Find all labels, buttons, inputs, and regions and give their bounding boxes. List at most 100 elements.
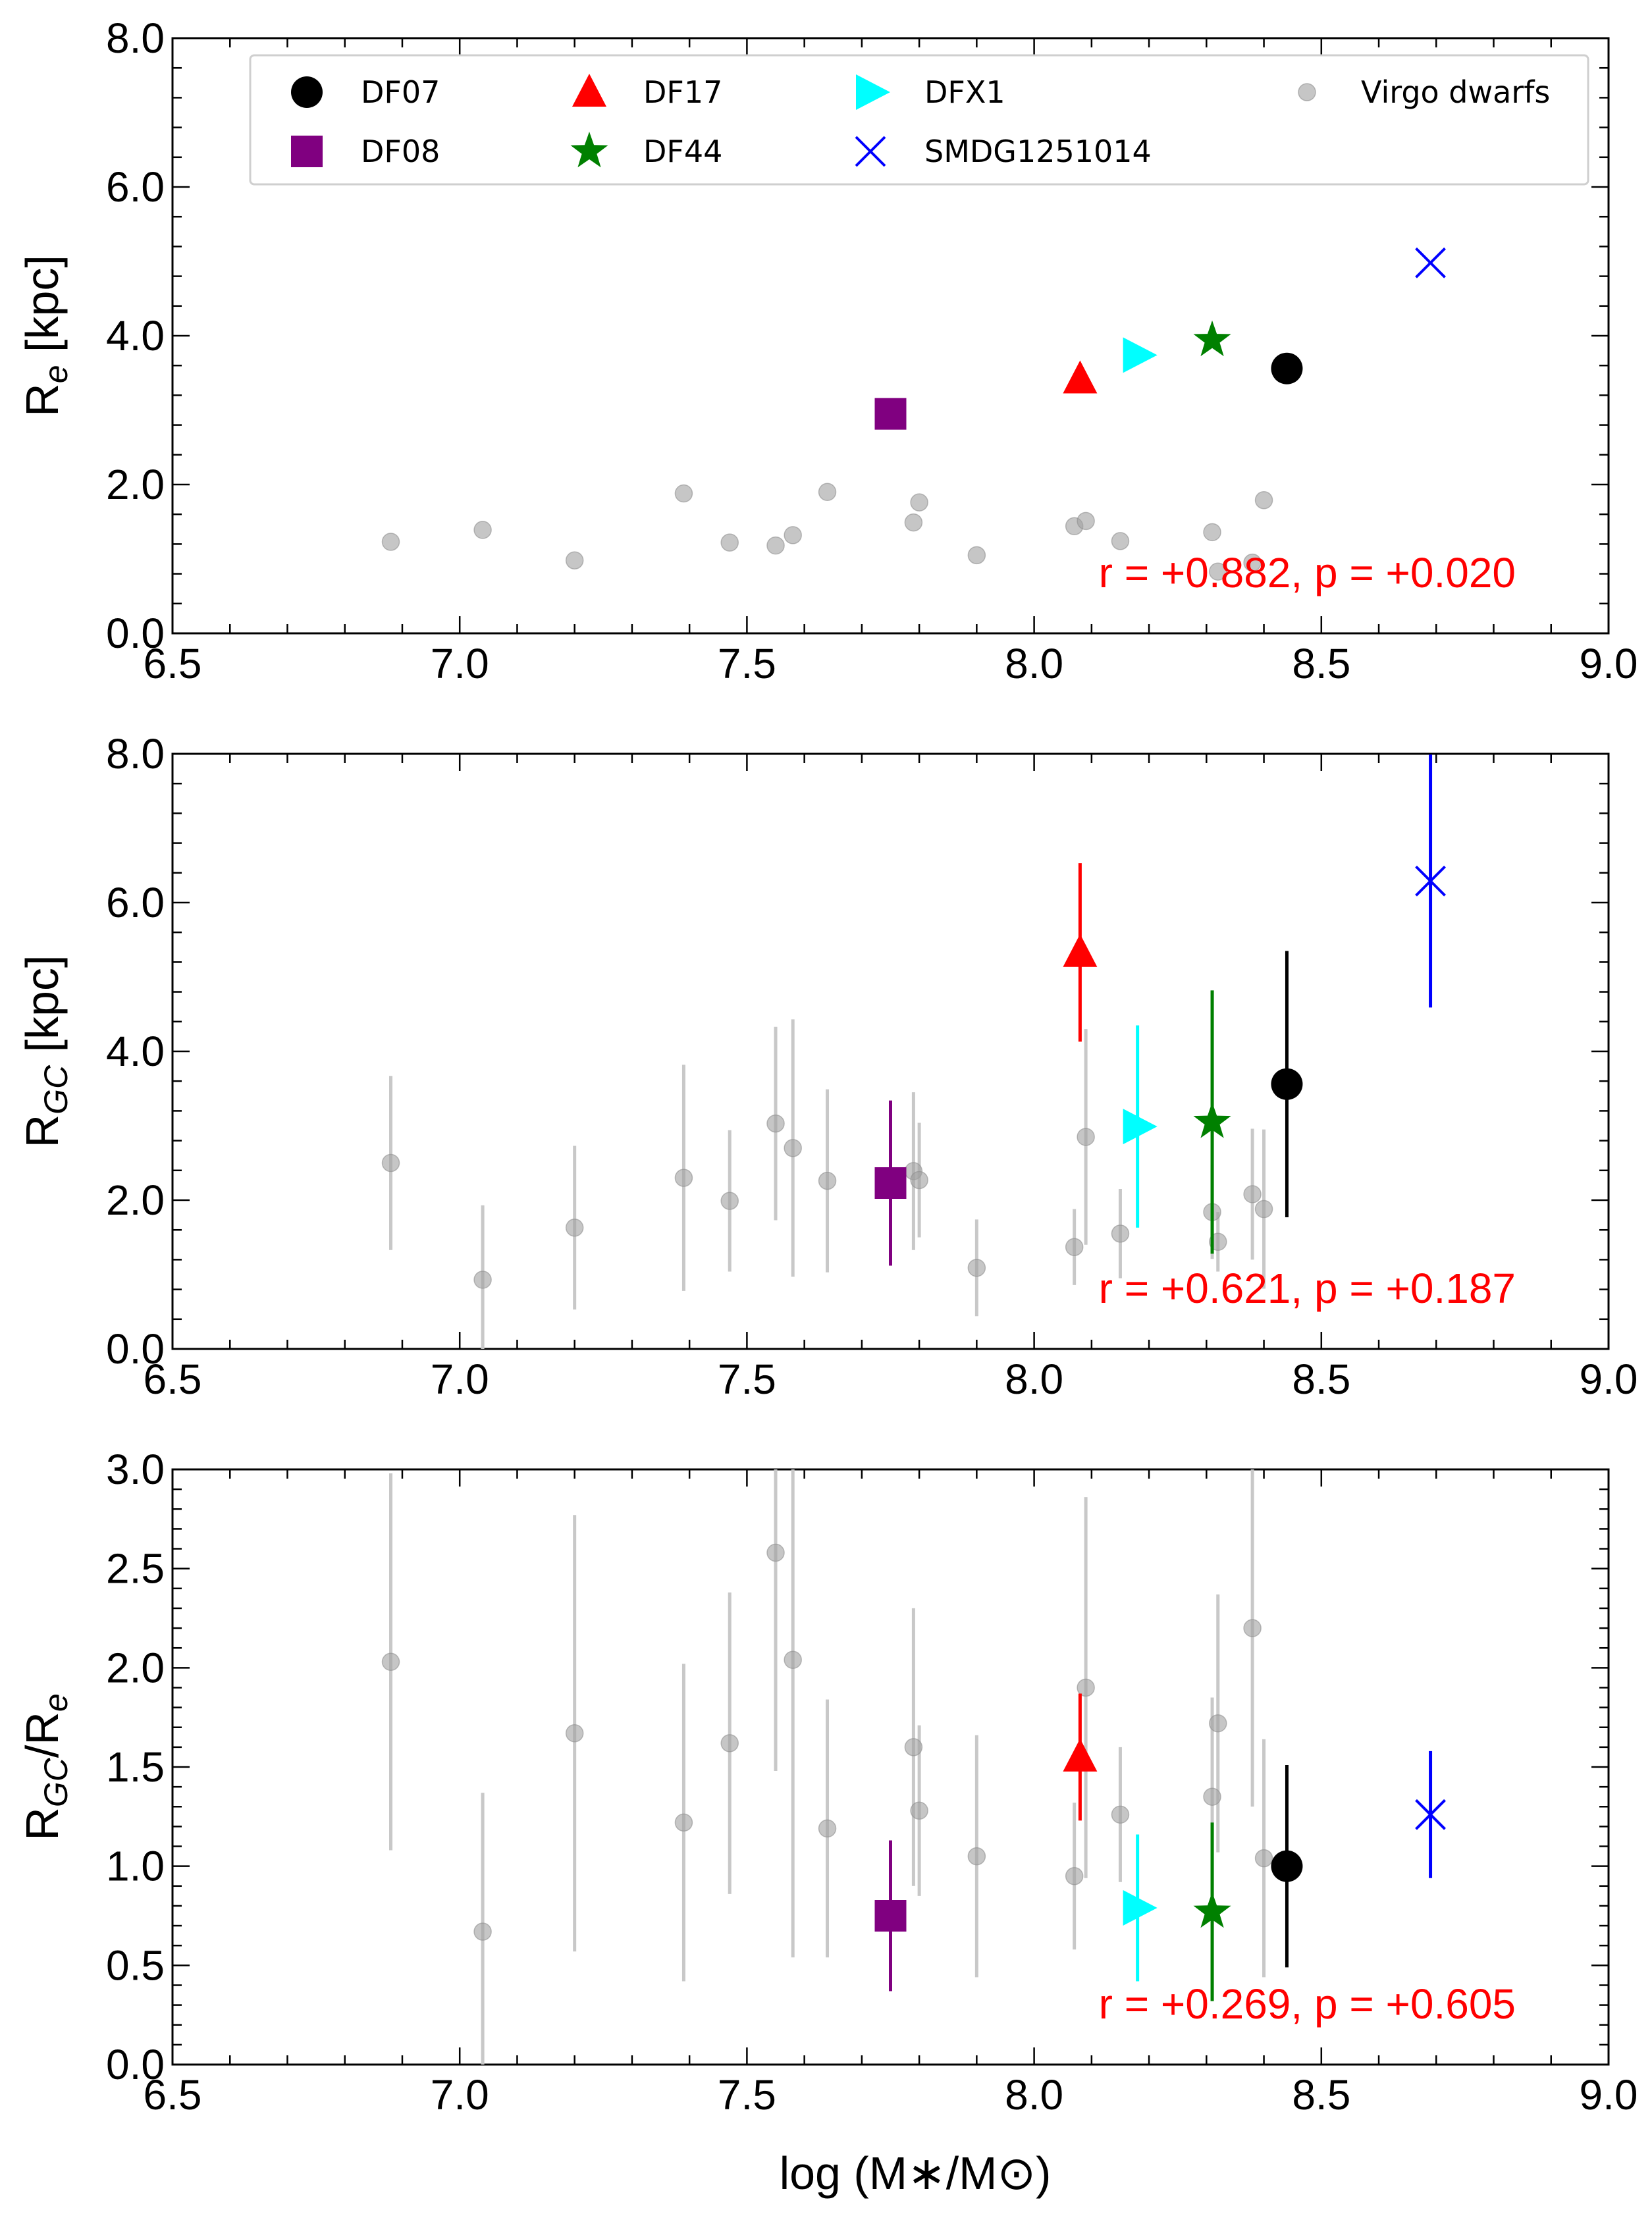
y-tick-label: 4.0 <box>106 312 165 359</box>
chart-panel1: 6.5 7.0 7.5 8.0 8.5 9.0 0.0 2.0 4.0 6.0 8.0 Re [kpc… <box>16 14 1638 687</box>
point-df08 <box>874 1167 907 1199</box>
y-tick-label: 8.0 <box>106 14 165 62</box>
virgo-point <box>910 493 928 512</box>
x-tick-label: 8.0 <box>1005 640 1063 687</box>
panels: 6.5 7.0 7.5 8.0 8.5 9.0 0.0 2.0 4.0 6.0 8.0 Re [kpc… <box>16 14 1638 2119</box>
y-tick-label: 3.0 <box>106 1446 165 1493</box>
virgo-point <box>1077 512 1095 531</box>
y-tick-label: 6.0 <box>106 879 165 926</box>
point-df07 <box>1271 1068 1303 1100</box>
legend-label-df44: DF44 <box>643 134 722 169</box>
virgo-point <box>674 484 693 503</box>
virgo-point <box>766 1114 785 1133</box>
virgo-point <box>720 1192 739 1210</box>
legend-marker-df07 <box>291 76 323 108</box>
legend-marker-df08 <box>291 136 323 167</box>
y-tick-label: 1.0 <box>106 1843 165 1890</box>
x-tick-label: 8.5 <box>1292 640 1350 687</box>
legend-marker-df17 <box>572 74 606 107</box>
x-tick-label: 9.0 <box>1580 640 1638 687</box>
x-tick-label: 6.5 <box>144 2071 202 2119</box>
virgo-point <box>766 536 785 555</box>
virgo-point <box>766 1543 785 1562</box>
virgo-point <box>1243 553 1262 572</box>
virgo-point <box>784 1650 802 1670</box>
point-df08 <box>874 398 907 430</box>
x-tick-label: 8.0 <box>1005 1356 1063 1403</box>
legend-marker-df44 <box>570 132 608 168</box>
y-tick-label: 0.0 <box>106 610 165 657</box>
virgo-point <box>720 533 739 552</box>
legend-label-smdg1251014: SMDG1251014 <box>924 134 1152 169</box>
y-axis-label-rest: [kpc] <box>16 955 68 1065</box>
legend-label-df17: DF17 <box>643 74 722 110</box>
y-axis-label: RGC/Re <box>16 1693 74 1840</box>
virgo-point <box>1209 1714 1227 1733</box>
point-smdg1251014-stroke-b <box>1415 1799 1446 1830</box>
y-axis-label-sub: GC <box>38 1757 74 1807</box>
legend-label-df07: DF07 <box>361 74 440 110</box>
virgo-point <box>473 521 492 539</box>
virgo-point <box>1254 1849 1273 1868</box>
virgo-series <box>381 483 1273 581</box>
virgo-series <box>381 1019 1273 1349</box>
y-tick-label: 2.0 <box>106 1176 165 1224</box>
virgo-point <box>381 1153 400 1173</box>
chart-panel2: 6.5 7.0 7.5 8.0 8.5 9.0 0.0 2.0 4.0 6.0 8.0 RGC [kp… <box>16 730 1638 1403</box>
y-axis-label-sub: GC <box>38 1065 74 1115</box>
point-df07 <box>1271 1850 1303 1882</box>
virgo-point <box>565 551 584 570</box>
virgo-point <box>1243 1619 1262 1637</box>
virgo-point <box>1065 1238 1084 1256</box>
virgo-point <box>565 1219 584 1237</box>
y-tick-label: 0.0 <box>106 2041 165 2088</box>
point-df17 <box>1063 360 1098 394</box>
x-tick-label: 8.0 <box>1005 2071 1063 2119</box>
point-df44 <box>1193 1892 1231 1928</box>
point-df07 <box>1271 352 1303 384</box>
y-axis-label-sub2: e <box>38 1693 74 1712</box>
virgo-point <box>784 1139 802 1157</box>
point-dfx1 <box>1123 337 1158 373</box>
point-df44 <box>1193 1102 1231 1138</box>
x-tick-label: 7.5 <box>718 2071 776 2119</box>
virgo-point <box>1203 1787 1221 1806</box>
legend: DF07 DF08 DF17 DF44 DFX1 SMDG1251014 Virgo dwa… <box>249 54 1589 186</box>
point-df44 <box>1193 320 1231 357</box>
virgo-point <box>674 1169 693 1187</box>
y-axis-label-main: R <box>16 383 68 417</box>
y-tick-label: 2.0 <box>106 1644 165 1691</box>
virgo-point <box>565 1724 584 1743</box>
point-dfx1 <box>1123 1889 1158 1926</box>
point-df08 <box>874 1900 907 1932</box>
virgo-point <box>720 1734 739 1753</box>
x-tick-label: 7.0 <box>431 640 489 687</box>
point-smdg1251014 <box>1415 247 1446 278</box>
x-axis-label: log (M∗/M⊙) <box>780 2148 1052 2199</box>
y-tick-label: 4.0 <box>106 1028 165 1075</box>
point-smdg1251014-stroke-b <box>1415 247 1446 278</box>
point-dfx1 <box>1123 1109 1158 1145</box>
virgo-point <box>381 533 400 551</box>
correlation-annotation: r = +0.621, p = +0.187 <box>1099 1265 1516 1312</box>
virgo-point <box>967 546 986 565</box>
legend-label-df08: DF08 <box>361 134 440 169</box>
virgo-point <box>1111 532 1130 550</box>
legend-marker-virgo <box>1298 83 1316 101</box>
y-tick-label: 1.5 <box>106 1743 165 1791</box>
virgo-point <box>967 1847 986 1866</box>
legend-marker-smdg1251014-stroke-b <box>855 136 886 167</box>
virgo-point <box>1209 562 1227 581</box>
virgo-series <box>381 1469 1273 2065</box>
legend-marker-smdg1251014 <box>855 136 886 167</box>
point-df17 <box>1063 934 1098 967</box>
x-tick-label: 8.5 <box>1292 1356 1350 1403</box>
legend-label-dfx1: DFX1 <box>924 74 1005 110</box>
x-tick-label: 7.0 <box>431 1356 489 1403</box>
virgo-point <box>1243 1185 1262 1203</box>
virgo-point <box>1254 490 1273 510</box>
virgo-point <box>818 483 837 502</box>
y-tick-label: 0.0 <box>106 1325 165 1373</box>
virgo-point <box>1077 1128 1095 1146</box>
virgo-point <box>967 1259 986 1277</box>
